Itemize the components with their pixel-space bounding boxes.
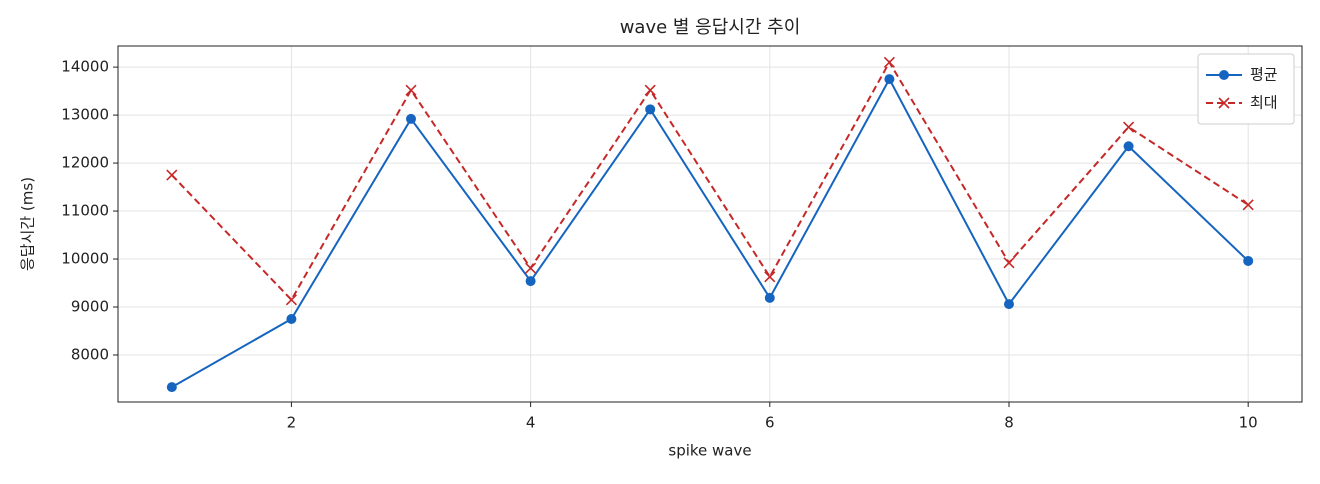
- legend-box: [1197, 53, 1295, 125]
- y-tick-label: 8000: [71, 345, 109, 363]
- marker-shape: [166, 169, 178, 181]
- marker: [166, 382, 177, 393]
- plot-frame: [117, 45, 1303, 403]
- x-tick-label: 10: [1239, 414, 1258, 432]
- y-tick-label: 9000: [71, 298, 109, 316]
- marker-shape: [1242, 199, 1254, 211]
- marker: [1243, 255, 1254, 266]
- marker: [1218, 97, 1230, 109]
- x-tick-label: 4: [526, 414, 536, 432]
- marker: [525, 262, 537, 274]
- marker: [405, 84, 417, 96]
- chart-title: wave 별 응답시간 추이: [620, 17, 801, 38]
- y-tick-label: 10000: [61, 250, 109, 268]
- marker: [1219, 70, 1229, 80]
- y-axis-label: 응답시간 (ms): [19, 177, 37, 271]
- series-line: [171, 76, 1249, 388]
- marker: [1242, 199, 1254, 211]
- marker: [764, 271, 776, 283]
- x-tick-label: 8: [1004, 414, 1014, 432]
- marker-shape: [1003, 257, 1015, 269]
- x-tick-label: 2: [287, 414, 297, 432]
- marker: [645, 104, 656, 115]
- y-tick-label: 12000: [61, 154, 109, 172]
- marker: [883, 56, 895, 68]
- marker: [644, 84, 656, 96]
- marker-shape: [764, 271, 776, 283]
- marker: [406, 113, 417, 124]
- marker: [764, 292, 775, 303]
- x-tick-label: 6: [765, 414, 775, 432]
- marker: [1003, 299, 1014, 310]
- marker-shape: [644, 84, 656, 96]
- marker-shape: [525, 262, 537, 274]
- marker-shape: [1123, 121, 1135, 133]
- marker: [285, 294, 297, 306]
- y-tick-label: 11000: [61, 202, 109, 220]
- marker: [1003, 257, 1015, 269]
- y-tick-label: 13000: [61, 106, 109, 124]
- y-tick-label: 14000: [61, 58, 109, 76]
- x-axis-label: spike wave: [668, 442, 751, 460]
- series-line: [171, 60, 1249, 302]
- marker: [1123, 141, 1134, 152]
- marker-shape: [1218, 97, 1230, 109]
- marker: [525, 276, 536, 287]
- marker: [286, 313, 297, 324]
- marker: [1123, 121, 1135, 133]
- marker-shape: [883, 56, 895, 68]
- legend-label: 평균: [1250, 66, 1278, 84]
- marker-shape: [405, 84, 417, 96]
- marker: [884, 74, 895, 85]
- marker-shape: [285, 294, 297, 306]
- legend-label: 최대: [1250, 94, 1278, 112]
- marker: [166, 169, 178, 181]
